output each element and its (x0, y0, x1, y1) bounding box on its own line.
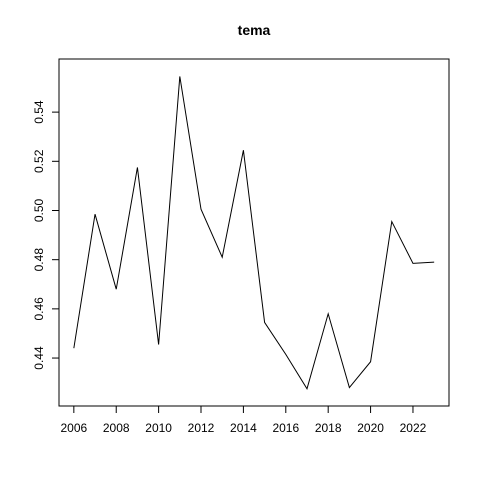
x-tick-label: 2010 (145, 421, 172, 435)
y-tick-label: 0.52 (32, 149, 46, 173)
y-tick-label: 0.50 (32, 198, 46, 222)
x-tick-label: 2012 (188, 421, 215, 435)
x-tick-label: 2008 (103, 421, 130, 435)
x-tick-label: 2014 (230, 421, 257, 435)
series-group (73, 76, 435, 391)
y-tick-label: 0.46 (32, 297, 46, 321)
y-tick-label: 0.48 (32, 248, 46, 272)
series-line (73, 76, 435, 391)
x-tick-label: 2022 (400, 421, 427, 435)
x-tick-label: 2018 (315, 421, 342, 435)
x-tick-label: 2006 (60, 421, 87, 435)
x-axis: 2006 2008 2010 2012 2014 2016 2018 2020 2022 (60, 405, 427, 435)
y-tick-label: 0.54 (32, 100, 46, 124)
chart-title: tema (238, 22, 271, 38)
y-axis: 0.44 0.46 0.48 0.50 0.52 0.54 (32, 100, 60, 370)
y-tick-label: 0.44 (32, 346, 46, 370)
x-tick-label: 2016 (272, 421, 299, 435)
x-tick-label: 2020 (357, 421, 384, 435)
